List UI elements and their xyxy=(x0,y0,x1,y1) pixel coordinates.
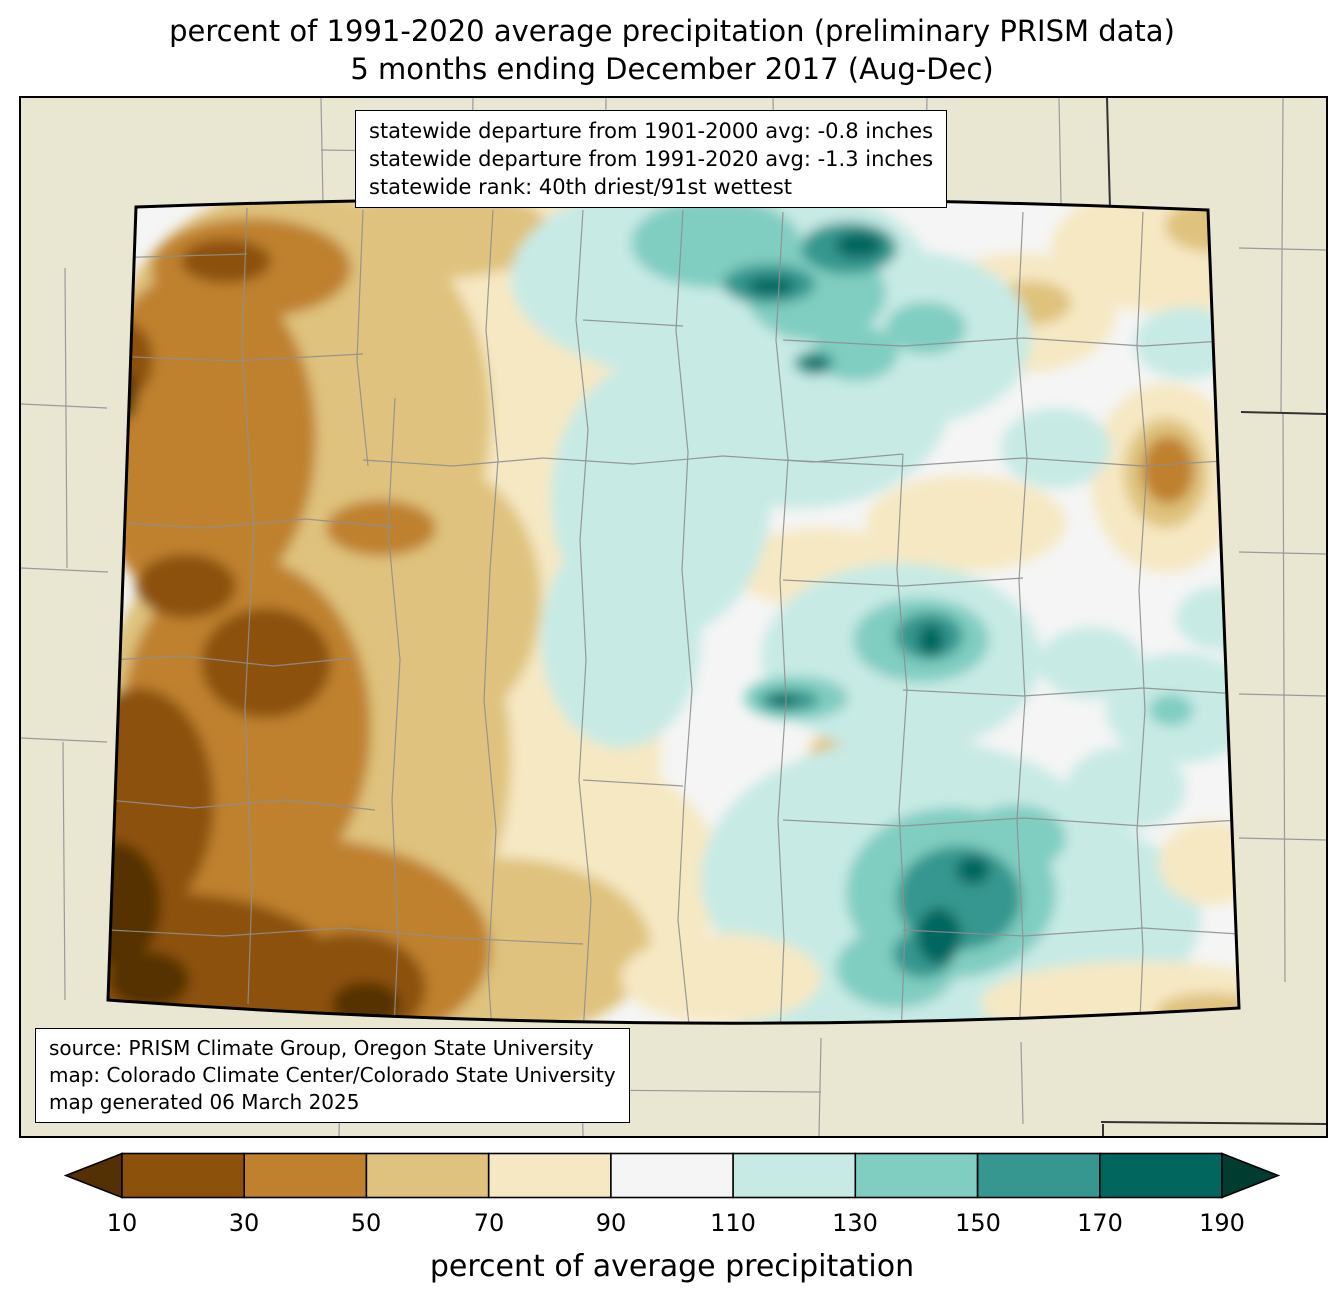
source-line-3: map generated 06 March 2025 xyxy=(49,1090,360,1114)
stats-line-3: statewide rank: 40th driest/91st wettest xyxy=(369,175,792,199)
source-box: source: PRISM Climate Group, Oregon Stat… xyxy=(35,1028,630,1123)
source-line-2: map: Colorado Climate Center/Colorado St… xyxy=(49,1063,616,1087)
precipitation-map xyxy=(21,98,1326,1136)
map-frame: statewide departure from 1901-2000 avg: … xyxy=(19,96,1328,1138)
colorbar-tick: 110 xyxy=(710,1209,756,1237)
colorbar-tick: 90 xyxy=(595,1209,627,1237)
colorbar-caption: percent of average precipitation xyxy=(429,1249,915,1284)
colorbar-tick: 70 xyxy=(473,1209,505,1237)
neighbor-state-borders xyxy=(1100,98,1326,1136)
stats-box: statewide departure from 1901-2000 avg: … xyxy=(355,110,948,208)
source-line-1: source: PRISM Climate Group, Oregon Stat… xyxy=(49,1036,594,1060)
title-line-1: percent of 1991-2020 average precipitati… xyxy=(169,14,1175,48)
colorbar-gradient xyxy=(63,1152,1281,1199)
colorbar-under-arrow xyxy=(63,1152,123,1199)
colorbar-tick: 190 xyxy=(1199,1209,1245,1237)
figure-title: percent of 1991-2020 average precipitati… xyxy=(0,12,1344,88)
title-line-2: 5 months ending December 2017 (Aug-Dec) xyxy=(350,52,994,86)
colorbar-tick: 170 xyxy=(1077,1209,1123,1237)
colorbar-tick: 10 xyxy=(106,1209,138,1237)
county-lines xyxy=(108,207,1239,1024)
colorbar: 10 30 50 70 90 110 130 150 170 190 perce… xyxy=(63,1152,1281,1284)
colorbar-over-arrow xyxy=(1221,1152,1281,1199)
colorbar-tick: 150 xyxy=(955,1209,1001,1237)
colorbar-tick: 30 xyxy=(228,1209,260,1237)
stats-line-1: statewide departure from 1901-2000 avg: … xyxy=(369,119,934,143)
colorado-interior xyxy=(108,198,1239,1024)
precip-contours xyxy=(108,198,1239,1024)
colorbar-tick: 50 xyxy=(350,1209,382,1237)
stats-line-2: statewide departure from 1991-2020 avg: … xyxy=(369,147,934,171)
colorbar-tick: 130 xyxy=(832,1209,878,1237)
colorbar-ticks: 10 30 50 70 90 110 130 150 170 190 xyxy=(64,1209,1280,1241)
